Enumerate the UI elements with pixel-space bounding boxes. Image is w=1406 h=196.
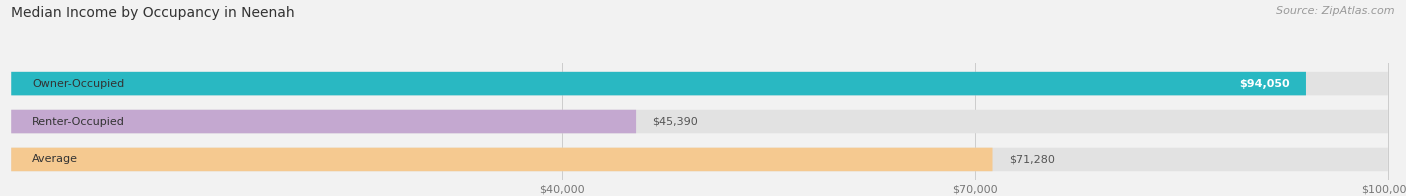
Text: Median Income by Occupancy in Neenah: Median Income by Occupancy in Neenah [11,6,295,20]
Text: Renter-Occupied: Renter-Occupied [32,116,125,127]
FancyBboxPatch shape [11,110,636,133]
Text: Owner-Occupied: Owner-Occupied [32,79,124,89]
Text: $94,050: $94,050 [1239,79,1289,89]
Text: Source: ZipAtlas.com: Source: ZipAtlas.com [1277,6,1395,16]
Text: $71,280: $71,280 [1010,154,1054,164]
FancyBboxPatch shape [11,72,1388,95]
FancyBboxPatch shape [11,148,1388,171]
FancyBboxPatch shape [11,110,1388,133]
Text: Average: Average [32,154,77,164]
Text: $45,390: $45,390 [652,116,699,127]
FancyBboxPatch shape [11,148,993,171]
FancyBboxPatch shape [11,72,1306,95]
